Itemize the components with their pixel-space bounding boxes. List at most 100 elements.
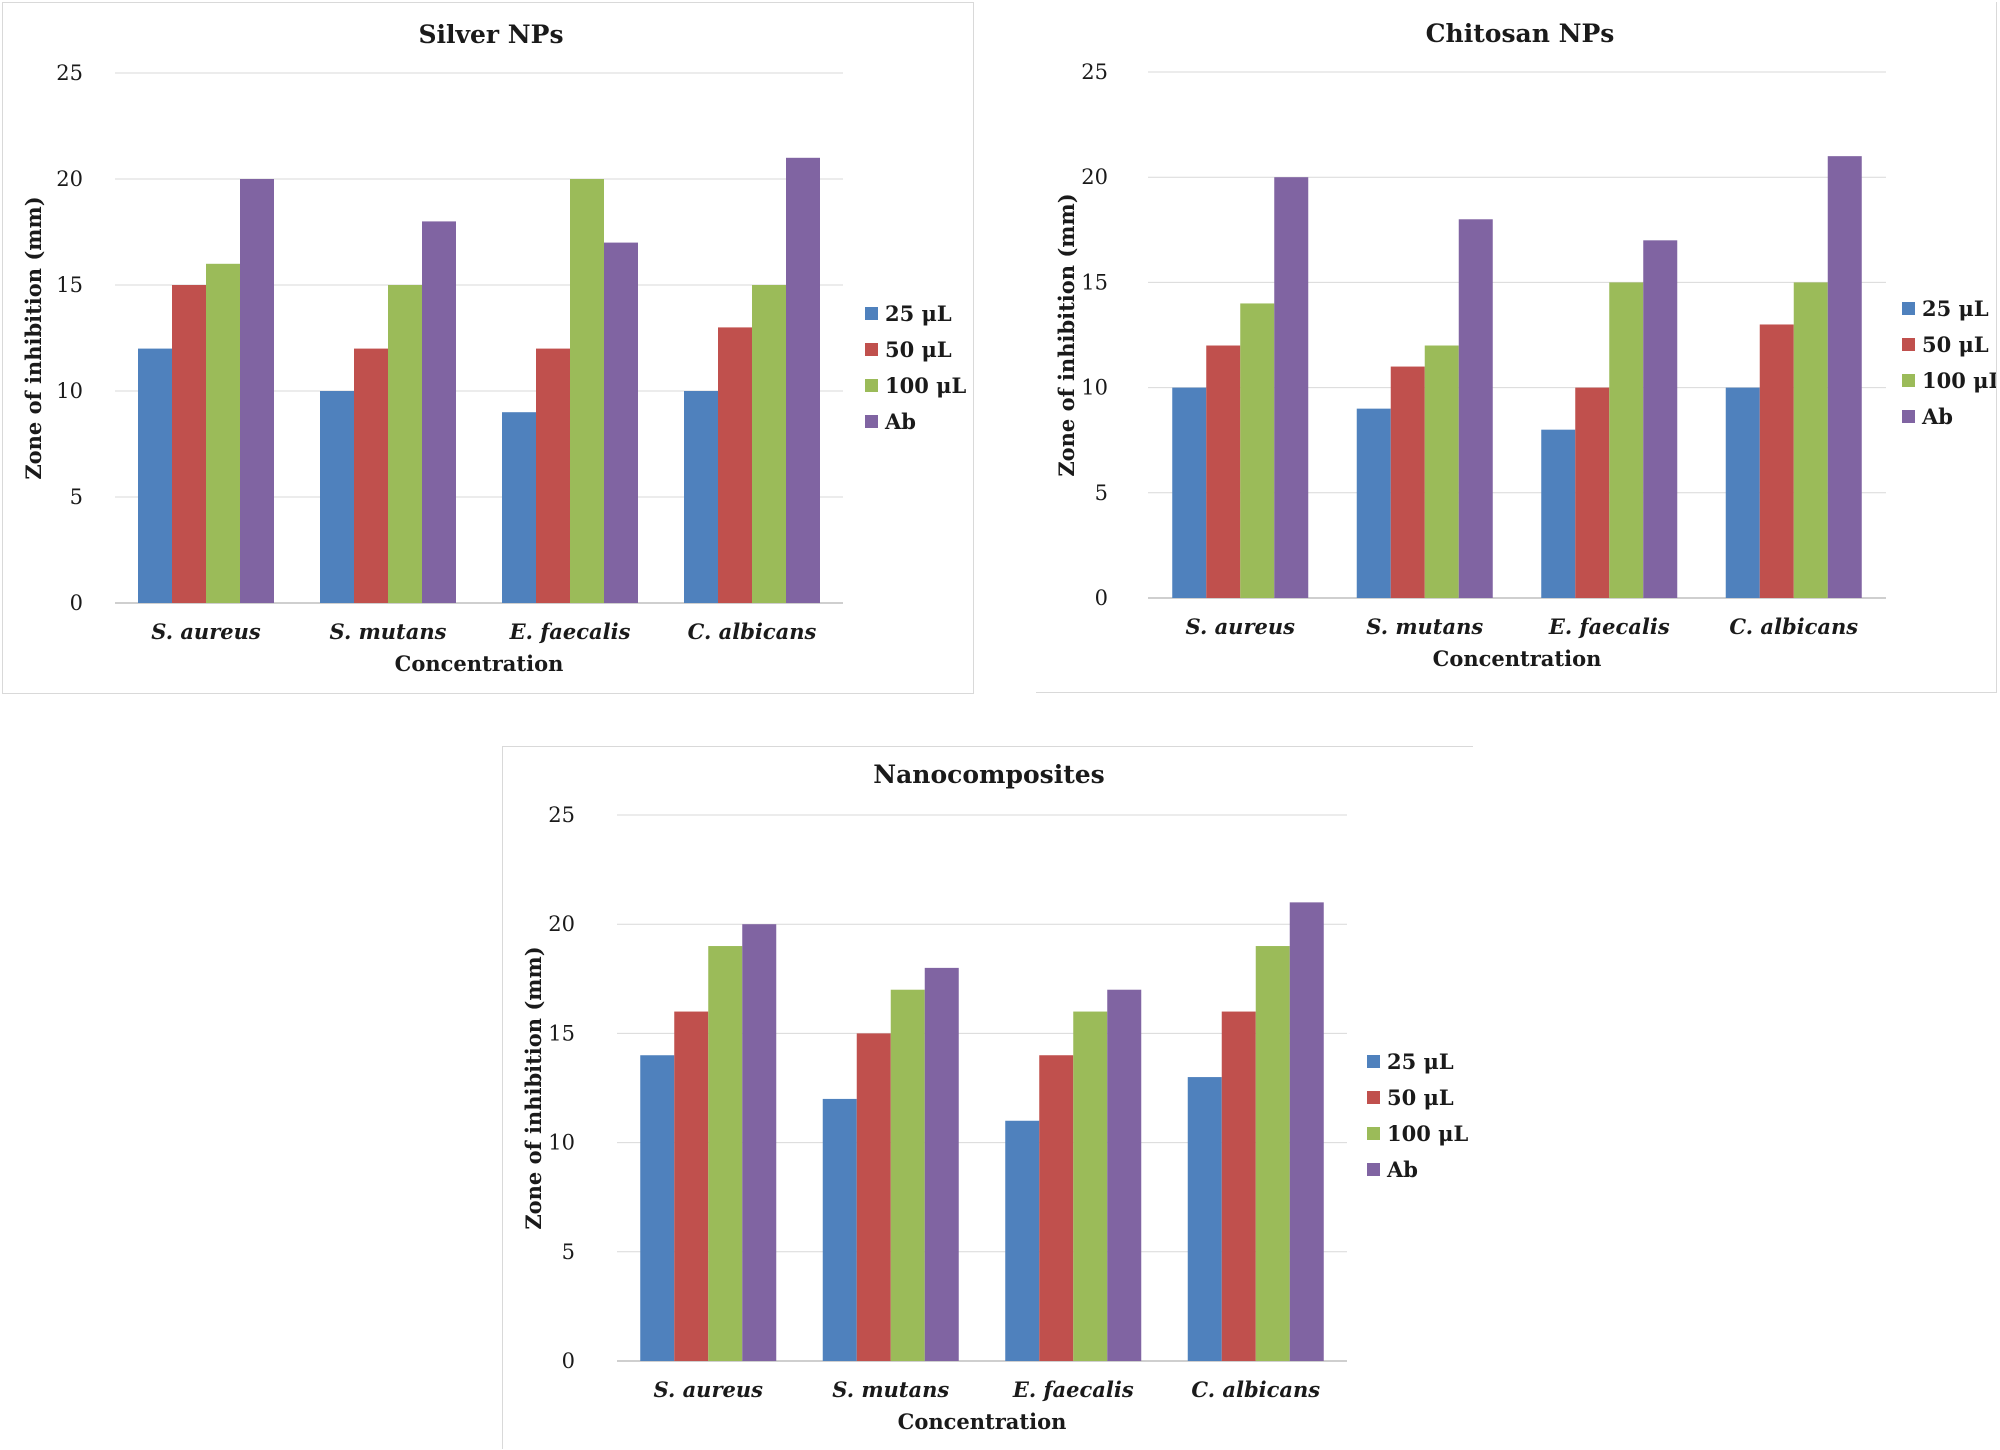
bar-ab-s-aureus bbox=[1274, 177, 1309, 598]
x-category-label: S. mutans bbox=[1366, 614, 1483, 639]
legend-label-100-l: 100 μL bbox=[885, 373, 967, 398]
bar-25-l-s-mutans bbox=[822, 1098, 857, 1361]
bar-25-l-s-mutans bbox=[1356, 408, 1391, 598]
bar-50-l-s-aureus bbox=[1206, 345, 1241, 598]
legend-label-ab: Ab bbox=[884, 409, 916, 434]
y-tick-label: 5 bbox=[1095, 481, 1108, 505]
legend-label-ab: Ab bbox=[1386, 1157, 1418, 1182]
bar-25-l-e-faecalis bbox=[502, 412, 536, 603]
legend-label-50-l: 50 μL bbox=[885, 337, 952, 362]
bar-100-l-s-aureus bbox=[1240, 303, 1275, 598]
y-tick-label: 15 bbox=[56, 273, 83, 297]
y-tick-label: 25 bbox=[1081, 60, 1108, 84]
x-category-label: E. faecalis bbox=[1012, 1377, 1134, 1402]
bar-ab-c-albicans bbox=[1289, 902, 1324, 1361]
x-category-label: E. faecalis bbox=[509, 619, 631, 644]
bar-ab-c-albicans bbox=[786, 157, 820, 604]
x-category-label: S. aureus bbox=[654, 1377, 764, 1402]
y-tick-label: 20 bbox=[56, 167, 83, 191]
x-category-label: E. faecalis bbox=[1548, 614, 1670, 639]
chitosan-nps-chart-panel: Chitosan NPs 0 5 10 15 20 25 S. aureus S. mutans… bbox=[1036, 2, 1997, 693]
bar-50-l-s-mutans bbox=[1390, 366, 1425, 598]
bar-50-l-e-faecalis bbox=[1039, 1055, 1074, 1361]
bar-50-l-c-albicans bbox=[1221, 1011, 1256, 1361]
bar-25-l-s-aureus bbox=[640, 1055, 675, 1361]
nanocomposites-chart: Nanocomposites 0 5 10 15 20 25 S. aureus S. muta… bbox=[521, 760, 1469, 1434]
silver-nps-chart-panel: Silver NPs 0 5 10 15 20 25 S. aureus S. mutans E.… bbox=[2, 2, 974, 694]
y-tick-label: 0 bbox=[562, 1349, 575, 1373]
nanocomposites-chart-panel: Nanocomposites 0 5 10 15 20 25 S. aureus S. muta… bbox=[502, 746, 1473, 1449]
legend-swatch-ab bbox=[1902, 410, 1915, 423]
bar-50-l-s-mutans bbox=[354, 348, 388, 603]
bar-25-l-e-faecalis bbox=[1005, 1120, 1040, 1361]
chitosan-nps-chart: Chitosan NPs 0 5 10 15 20 25 S. aureus S. mutans… bbox=[1054, 19, 1996, 671]
bar-100-l-c-albicans bbox=[1255, 946, 1290, 1361]
bar-50-l-c-albicans bbox=[718, 327, 752, 603]
bar-50-l-e-faecalis bbox=[536, 348, 570, 603]
bar-100-l-s-aureus bbox=[708, 946, 743, 1361]
y-axis-label: Zone of inhibition (mm) bbox=[521, 946, 546, 1229]
bar-100-l-e-faecalis bbox=[1073, 1011, 1108, 1361]
x-category-label: C. albicans bbox=[688, 619, 817, 644]
x-axis-label: Concentration bbox=[395, 651, 564, 676]
bar-100-l-e-faecalis bbox=[570, 179, 604, 603]
bar-50-l-c-albicans bbox=[1759, 324, 1794, 598]
y-tick-label: 0 bbox=[1095, 586, 1108, 610]
bar-25-l-c-albicans bbox=[684, 391, 718, 603]
legend-label-100-l: 100 μL bbox=[1387, 1121, 1469, 1146]
bar-25-l-c-albicans bbox=[1725, 387, 1760, 598]
bar-ab-s-aureus bbox=[240, 179, 274, 603]
legend-swatch-100-l bbox=[1902, 374, 1915, 387]
legend-swatch-25-l bbox=[865, 307, 878, 320]
chart-title: Silver NPs bbox=[418, 20, 563, 49]
bar-ab-s-mutans bbox=[1458, 219, 1493, 598]
x-axis-label: Concentration bbox=[1433, 646, 1602, 671]
bar-100-l-c-albicans bbox=[1793, 282, 1828, 598]
bar-100-l-e-faecalis bbox=[1609, 282, 1644, 598]
bar-25-l-c-albicans bbox=[1187, 1077, 1222, 1361]
bar-50-l-s-aureus bbox=[172, 285, 206, 603]
legend-swatch-ab bbox=[865, 415, 878, 428]
y-tick-label: 20 bbox=[1081, 165, 1108, 189]
bar-50-l-s-mutans bbox=[856, 1033, 891, 1361]
y-tick-label: 10 bbox=[1081, 376, 1108, 400]
y-tick-label: 20 bbox=[548, 912, 575, 936]
legend-swatch-50-l bbox=[1902, 338, 1915, 351]
x-category-label: S. mutans bbox=[330, 619, 447, 644]
y-tick-label: 0 bbox=[70, 591, 83, 615]
x-category-label: S. aureus bbox=[1186, 614, 1296, 639]
bar-100-l-s-mutans bbox=[388, 285, 422, 603]
x-axis-label: Concentration bbox=[898, 1409, 1067, 1434]
bar-ab-e-faecalis bbox=[1107, 989, 1142, 1361]
bar-50-l-s-aureus bbox=[674, 1011, 709, 1361]
bar-ab-e-faecalis bbox=[1643, 240, 1678, 598]
y-tick-label: 15 bbox=[1081, 270, 1108, 294]
legend-swatch-ab bbox=[1367, 1163, 1380, 1176]
legend-label-100-l: 100 μL bbox=[1922, 368, 1996, 393]
legend-swatch-100-l bbox=[1367, 1127, 1380, 1140]
bar-25-l-s-mutans bbox=[320, 391, 354, 603]
y-tick-label: 25 bbox=[548, 803, 575, 827]
x-category-label: C. albicans bbox=[1191, 1377, 1320, 1402]
chart-title: Nanocomposites bbox=[873, 760, 1105, 789]
legend-label-25-l: 25 μL bbox=[1922, 296, 1989, 321]
legend-label-25-l: 25 μL bbox=[885, 301, 952, 326]
bar-100-l-s-mutans bbox=[890, 989, 925, 1361]
bar-25-l-e-faecalis bbox=[1541, 429, 1576, 598]
bar-100-l-c-albicans bbox=[752, 285, 786, 603]
bar-ab-e-faecalis bbox=[604, 242, 638, 603]
legend-swatch-25-l bbox=[1902, 302, 1915, 315]
bar-ab-s-mutans bbox=[924, 967, 959, 1361]
y-axis-label: Zone of inhibition (mm) bbox=[21, 196, 46, 479]
x-category-label: S. aureus bbox=[151, 619, 261, 644]
chart-title: Chitosan NPs bbox=[1426, 19, 1615, 48]
y-axis-label: Zone of inhibition (mm) bbox=[1054, 193, 1079, 476]
bar-25-l-s-aureus bbox=[138, 348, 172, 603]
y-tick-label: 10 bbox=[548, 1131, 575, 1155]
legend-swatch-25-l bbox=[1367, 1055, 1380, 1068]
legend-swatch-50-l bbox=[865, 343, 878, 356]
legend-swatch-100-l bbox=[865, 379, 878, 392]
legend-label-50-l: 50 μL bbox=[1387, 1085, 1454, 1110]
y-tick-label: 25 bbox=[56, 61, 83, 85]
bar-100-l-s-mutans bbox=[1424, 345, 1459, 598]
